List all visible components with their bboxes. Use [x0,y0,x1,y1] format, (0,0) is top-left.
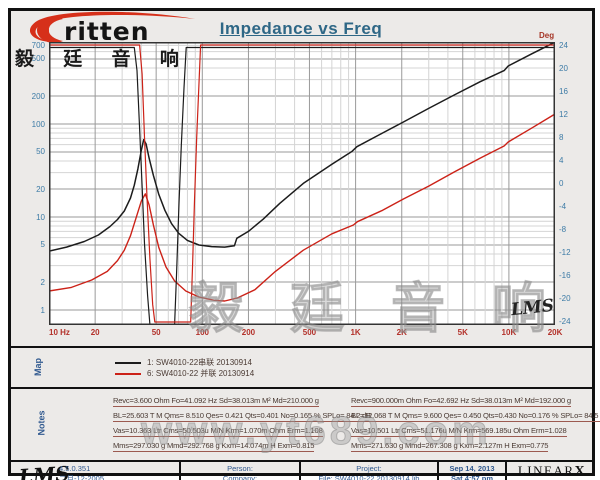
legend-label: 1: SW4010-22串联 20130914 [147,358,252,367]
y-right-tick-label: -4 [559,202,567,212]
linearx-logo: LINEARX S Y S T E M S [509,463,595,480]
footer-bar: LMS 4.5.0.351 二月-12-2005 Person: Company… [11,460,592,480]
note-line: Revc=900.000m Ohm Fo=42.692 Hz Sd=38.013… [351,396,571,407]
x-tick-label: 2K [396,328,407,337]
site-watermark: www.yt689.com [141,409,492,454]
report-time: Sat 4:57 pm [450,474,494,480]
person-cell: Person: Company: [181,464,299,480]
x-tick-label: 20 [90,328,100,337]
y-left-tick-label: 1 [40,305,45,315]
file-label: File: SW4010-22 20130914.lib [318,474,420,480]
y-right-tick-label: 20 [559,63,568,73]
eritten-logo: ritten [17,11,207,47]
legend-item-series: 1: SW4010-22串联 20130914 [115,357,252,369]
y-left-tick-label: 20 [36,184,45,194]
person-label: Person: [227,464,253,473]
x-tick-label: 200 [241,328,256,337]
date-cell: Sep 14, 2013 Sat 4:57 pm [439,464,505,480]
project-cell: Project: File: SW4010-22 20130914.lib [301,464,437,480]
y-left-tick-label: 5 [40,240,45,250]
logo-wordmark: ritten [64,17,150,46]
y-left-tick-label: 200 [31,91,45,101]
page-title: Impedance vs Freq [219,19,383,38]
y-left-tick-label: 10 [36,212,45,222]
y-right-tick-label: -20 [559,294,571,304]
version-cell: 4.5.0.351 二月-12-2005 [59,464,104,480]
x-tick-label: 10K [501,328,517,337]
legend-swatch-black [115,361,141,364]
note-line: BL=25.603 T M Qms= 8.510 Qes= 0.421 Qts=… [113,411,372,422]
y-right-tick-label: 24 [559,40,568,50]
note-line: Revc=3.600 Ohm Fo=41.092 Hz Sd=38.013m M… [113,396,319,407]
impedance-plot: 毅 廷 音 响 LMS [49,42,555,340]
map-section-label: Map [33,358,43,376]
x-tick-label: 1K [350,328,361,337]
y-left-tick-label: 500 [31,54,45,64]
y-left-tick-label: 2 [40,277,45,287]
plot-watermark: 毅 廷 音 响 [188,279,563,340]
note-line: BL=12.068 T M Qms= 9.600 Qes= 0.450 Qts=… [351,411,600,422]
x-tick-label: 10 Hz [49,328,70,337]
y-right-tick-label: -12 [559,248,571,258]
deg-axis-header: Deg [539,31,555,40]
y-right-tick-label: -16 [559,271,571,281]
logo-chinese-text: 毅 廷 音 响 [15,49,191,70]
note-line: Mms=297.030 g Mmd=292.768 g Kxm=14.074m … [113,441,315,452]
version-date: 二月-12-2005 [59,474,105,480]
footer-divider [179,462,181,480]
y-right-tick-label: 0 [559,179,564,188]
x-tick-label: 5K [457,328,468,337]
y-right-tick-label: 16 [559,86,568,96]
y-left-tick-label: 50 [36,147,45,157]
report-lower-block: Map 1: SW4010-22串联 20130914 6: SW4010-22… [11,346,600,480]
y-right-tick-label: 4 [559,155,564,165]
x-tick-label: 500 [302,328,317,337]
plot-canvas [49,42,555,325]
version-number: 4.5.0.351 [59,464,91,473]
footer-divider [505,462,507,480]
project-label: Project: [356,464,382,473]
legend-item-parallel: 6: SW4010-22 并联 20130914 [115,368,254,380]
report-date: Sep 14, 2013 [449,464,495,473]
brand-x: X [574,464,587,479]
legend-swatch-red [115,372,141,375]
y-right-tick-label: 12 [559,109,568,119]
note-line: Vas=10.363 Ltr Cms=50.503u M/N Krm=1.070… [113,426,323,437]
legend-label: 6: SW4010-22 并联 20130914 [147,369,255,378]
eritten-logo-swoosh-icon [29,11,195,43]
notes-section-label: Notes [36,410,47,436]
company-label: Company: [222,474,258,480]
footer-divider [299,462,301,480]
note-line: Vas=10.501 Ltr Cms=51.176u M/N Krm=569.1… [351,426,567,437]
y-left-tick-label: 100 [31,119,45,129]
footer-divider [437,462,439,480]
y-left-tick-label: 700 [31,40,45,50]
brand-text: LINEAR [517,463,575,478]
map-notes-divider [11,387,592,389]
y-right-tick-label: -8 [559,225,567,235]
x-tick-label: 50 [151,328,161,337]
x-tick-label: 100 [195,328,209,337]
report-frame: ritten 毅 廷 音 响 Impedance vs Freq 毅 廷 音 响… [8,8,600,480]
y-right-tick-label: -24 [559,317,571,327]
note-line: Mms=271.630 g Mmd=267.308 g Kxm=2.127m H… [351,441,549,452]
x-tick-label: 20K [547,328,563,337]
y-right-tick-label: 8 [559,132,564,142]
